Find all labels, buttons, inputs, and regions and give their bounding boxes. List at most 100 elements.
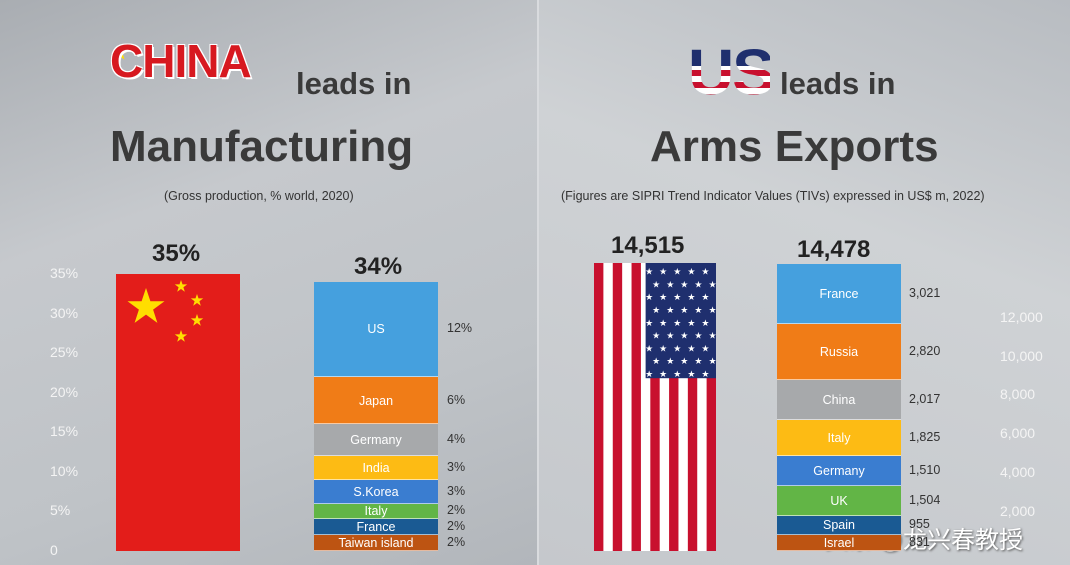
right-segment-value: 831 xyxy=(909,534,930,549)
right-segment-value: 1,504 xyxy=(909,492,941,507)
left-stack-segment: US xyxy=(314,282,438,377)
left-segment-value: 3% xyxy=(447,459,466,474)
svg-text:★: ★ xyxy=(645,292,653,302)
svg-text:★: ★ xyxy=(645,318,653,328)
china-flag-stars-icon xyxy=(127,280,204,342)
svg-text:★: ★ xyxy=(645,267,653,277)
us-flag-icon: ★ ★ ★ ★ ★ ★ ★ ★ ★ ★ ★ ★ ★ ★ ★ ★ ★ ★ ★ ★ ★ ★ ★ ★ ★ ★ ★ ★ ★ ★ ★ ★ ★ ★ ★ ★ ★ ★ ★ ★… xyxy=(594,263,716,551)
left-segment-label: Japan xyxy=(358,393,394,408)
right-segment-value: 2,820 xyxy=(909,343,941,358)
left-segment-label: Italy xyxy=(364,504,388,519)
svg-text:★: ★ xyxy=(701,318,709,328)
right-segment-label: Germany xyxy=(813,463,865,478)
china-title-word: CHINA xyxy=(110,35,252,87)
left-others-total-label: 34% xyxy=(354,253,403,280)
right-segment-label: Israel xyxy=(823,535,855,550)
svg-text:★: ★ xyxy=(673,318,681,328)
left-segment-label: India xyxy=(362,460,390,475)
right-headline: Arms Exports xyxy=(650,122,939,171)
right-subtitle: (Figures are SIPRI Trend Indicator Value… xyxy=(561,189,985,203)
right-leads-in: leads in xyxy=(780,66,896,101)
right-y-tick: 10,000 xyxy=(1000,347,1043,364)
svg-text:★: ★ xyxy=(673,369,681,379)
right-segment-label: France xyxy=(819,286,859,301)
svg-text:★: ★ xyxy=(666,305,674,315)
left-stack-segment: India xyxy=(314,456,438,480)
svg-text:★: ★ xyxy=(673,343,681,353)
left-segment-value: 3% xyxy=(447,483,466,498)
svg-text:★: ★ xyxy=(680,279,688,289)
left-leads-in: leads in xyxy=(296,66,412,101)
left-segment-label: Germany xyxy=(350,433,402,448)
right-segment-label: Russia xyxy=(819,344,859,359)
left-stack-segment: France xyxy=(314,519,438,536)
panel-divider xyxy=(537,0,539,565)
right-segment-value: 3,021 xyxy=(909,285,941,300)
right-segment-value: 2,017 xyxy=(909,391,941,406)
right-y-tick: 8,000 xyxy=(1000,386,1036,403)
svg-text:★: ★ xyxy=(701,369,709,379)
right-stack-segment: France xyxy=(777,264,901,324)
svg-text:★: ★ xyxy=(680,356,688,366)
svg-text:★: ★ xyxy=(652,305,660,315)
right-stack-segment: UK xyxy=(777,485,901,516)
svg-text:★: ★ xyxy=(694,279,702,289)
right-segment-label: Spain xyxy=(823,518,855,533)
svg-text:★: ★ xyxy=(666,279,674,289)
right-y-tick: 2,000 xyxy=(1000,503,1036,520)
svg-text:★: ★ xyxy=(659,267,667,277)
svg-text:★: ★ xyxy=(659,369,667,379)
left-segment-value: 4% xyxy=(447,432,466,447)
svg-text:★: ★ xyxy=(687,318,695,328)
svg-text:★: ★ xyxy=(680,331,688,341)
left-y-tick: 15% xyxy=(50,423,79,440)
right-segment-label: China xyxy=(822,392,856,407)
svg-text:★: ★ xyxy=(701,267,709,277)
left-headline: Manufacturing xyxy=(110,122,414,171)
svg-text:★: ★ xyxy=(701,292,709,302)
right-y-tick: 6,000 xyxy=(1000,425,1036,442)
left-stack-segment: Taiwan island xyxy=(314,535,438,551)
left-segment-value: 12% xyxy=(447,321,473,336)
right-others-total-label: 14,478 xyxy=(797,236,871,263)
left-y-tick: 0 xyxy=(50,542,58,558)
svg-text:★: ★ xyxy=(708,356,716,366)
svg-text:★: ★ xyxy=(708,279,716,289)
left-segment-value: 2% xyxy=(447,535,466,550)
right-stack-segment: Germany xyxy=(777,455,901,486)
right-segment-label: UK xyxy=(830,493,848,508)
svg-text:★: ★ xyxy=(687,343,695,353)
us-flag-text-icon: US xyxy=(688,38,770,105)
svg-text:★: ★ xyxy=(666,331,674,341)
right-segment-value: 1,510 xyxy=(909,462,941,477)
china-total-label: 35% xyxy=(152,240,201,267)
left-y-tick: 35% xyxy=(50,265,79,281)
right-stack-segment: Spain xyxy=(777,515,901,535)
svg-text:★: ★ xyxy=(680,305,688,315)
left-y-tick: 5% xyxy=(50,502,71,519)
svg-text:★: ★ xyxy=(652,331,660,341)
left-stack-segment: Japan xyxy=(314,376,438,425)
left-panel-background xyxy=(0,0,538,565)
left-stack-segment: Germany xyxy=(314,424,438,457)
us-bar: ★ ★ ★ ★ ★ ★ ★ ★ ★ ★ ★ ★ ★ ★ ★ ★ ★ ★ ★ ★ ★ ★ ★ ★ ★ ★ ★ ★ ★ ★ ★ ★ ★ ★ ★ ★ ★ ★ ★ ★… xyxy=(594,263,716,551)
left-y-tick: 10% xyxy=(50,462,79,479)
right-stack-segment: Russia xyxy=(777,323,901,380)
right-segment-label: Italy xyxy=(827,430,851,445)
svg-text:★: ★ xyxy=(673,267,681,277)
right-y-tick: 4,000 xyxy=(1000,464,1036,481)
left-segment-value: 2% xyxy=(447,503,466,518)
right-y-tick: 12,000 xyxy=(1000,308,1043,325)
right-stack-segment: Israel xyxy=(777,534,901,551)
left-stack-segment: Italy xyxy=(314,503,438,520)
left-segment-value: 2% xyxy=(447,519,466,534)
left-y-tick: 30% xyxy=(50,304,79,321)
right-stack-segment: Italy xyxy=(777,419,901,456)
svg-text:★: ★ xyxy=(659,318,667,328)
svg-text:★: ★ xyxy=(652,356,660,366)
svg-text:★: ★ xyxy=(708,305,716,315)
svg-text:★: ★ xyxy=(659,343,667,353)
svg-text:★: ★ xyxy=(645,343,653,353)
left-y-tick: 20% xyxy=(50,383,79,400)
